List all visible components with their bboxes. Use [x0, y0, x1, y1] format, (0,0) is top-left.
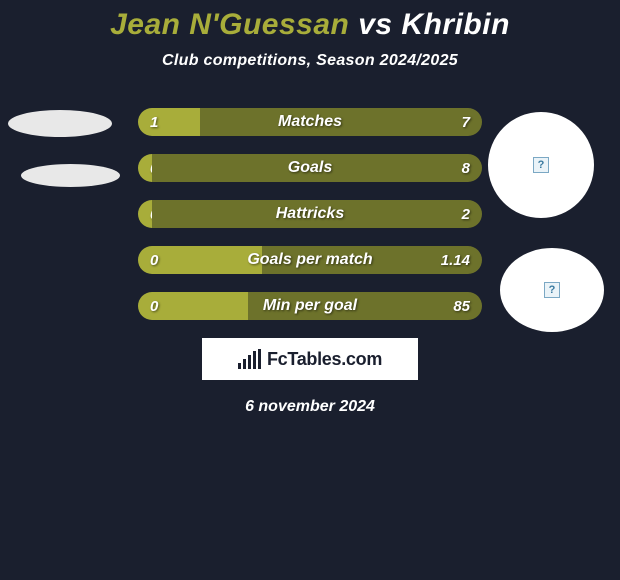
stat-bars: 17Matches08Goals02Hattricks01.14Goals pe… [138, 108, 482, 320]
player2-avatar-1: ? [488, 112, 594, 218]
bar-chart-icon [238, 349, 261, 369]
stat-row: 085Min per goal [138, 292, 482, 320]
stat-bar-right: 7 [200, 108, 482, 136]
stat-bar-right: 85 [248, 292, 482, 320]
stat-value-left: 0 [150, 298, 158, 315]
stat-bar-left: 0 [138, 200, 152, 228]
subtitle: Club competitions, Season 2024/2025 [0, 52, 620, 70]
content: ? ? 17Matches08Goals02Hattricks01.14Goal… [0, 108, 620, 416]
stat-bar-left: 1 [138, 108, 200, 136]
stat-value-right: 85 [453, 298, 470, 315]
stat-value-right: 2 [462, 206, 470, 223]
stat-bar-left: 0 [138, 154, 152, 182]
stat-value-right: 8 [462, 160, 470, 177]
player1-name: Jean N'Guessan [110, 8, 349, 41]
header: Jean N'Guessan vs Khribin Club competiti… [0, 0, 620, 70]
player2-name: Khribin [401, 8, 510, 41]
missing-image-icon: ? [533, 157, 549, 173]
stat-value-right: 1.14 [441, 252, 470, 269]
stat-bar-left: 0 [138, 246, 262, 274]
stat-bar-right: 8 [152, 154, 482, 182]
stat-value-left: 1 [150, 114, 158, 131]
missing-image-icon: ? [544, 282, 560, 298]
stat-row: 08Goals [138, 154, 482, 182]
stat-bar-right: 1.14 [262, 246, 482, 274]
stat-bar-right: 2 [152, 200, 482, 228]
stat-bar-left: 0 [138, 292, 248, 320]
date-label: 6 november 2024 [0, 398, 620, 416]
player2-avatar-2: ? [500, 248, 604, 332]
stat-row: 17Matches [138, 108, 482, 136]
player1-avatar-placeholder-1 [8, 110, 112, 137]
page-title: Jean N'Guessan vs Khribin [0, 8, 620, 42]
stat-value-left: 0 [150, 252, 158, 269]
branding-badge: FcTables.com [202, 338, 418, 380]
stat-value-right: 7 [462, 114, 470, 131]
vs-label: vs [358, 8, 392, 41]
branding-text: FcTables.com [267, 349, 382, 370]
stat-row: 02Hattricks [138, 200, 482, 228]
stat-row: 01.14Goals per match [138, 246, 482, 274]
player1-avatar-placeholder-2 [21, 164, 120, 187]
